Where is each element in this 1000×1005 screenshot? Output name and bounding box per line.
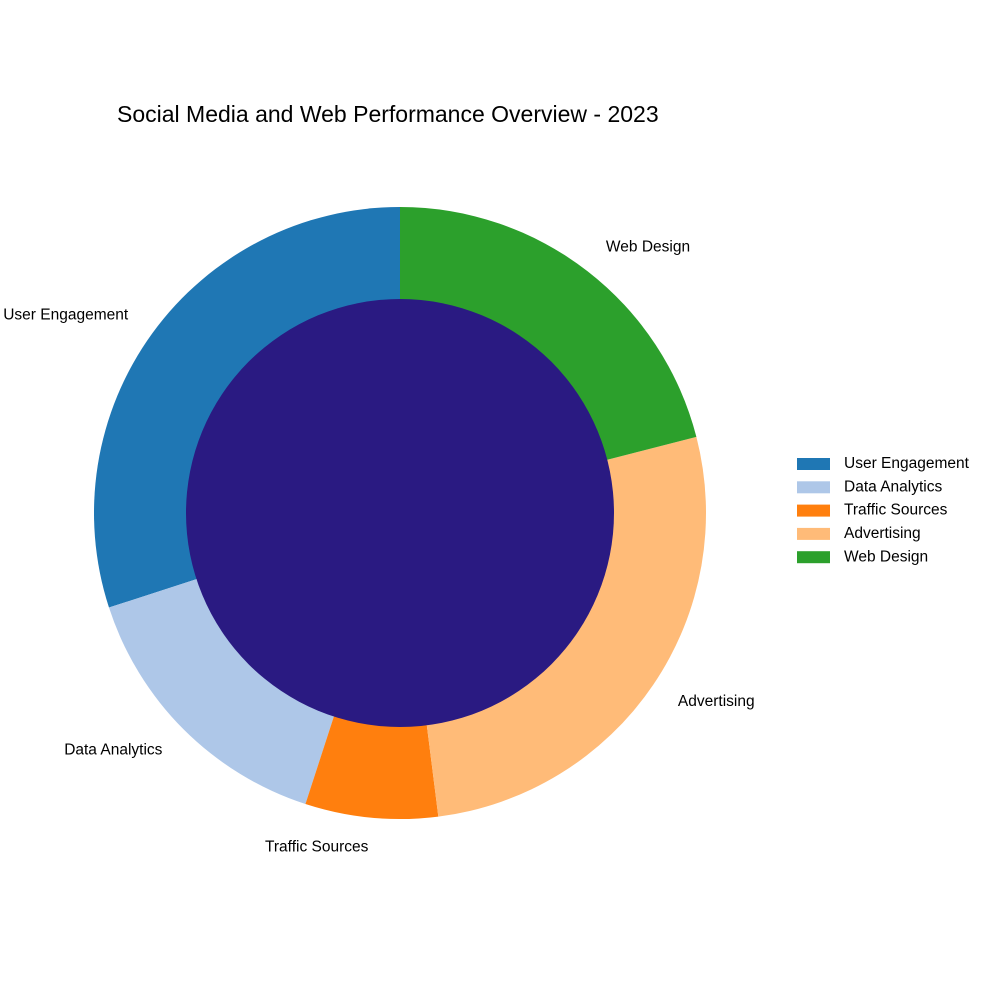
- legend: User Engagement Data Analytics Traffic Sou…: [797, 455, 970, 565]
- slice-label-data-analytics: Data Analytics: [64, 742, 162, 759]
- slice-label-user-engagement: User Engagement: [3, 307, 129, 324]
- legend-swatch-traffic-sources: [797, 504, 830, 517]
- donut-center: [186, 299, 614, 727]
- legend-label-web-design: Web Design: [844, 548, 928, 565]
- slice-labels: User Engagement Data Analytics Traffic Sou…: [3, 239, 754, 856]
- legend-label-user-engagement: User Engagement: [844, 455, 970, 472]
- legend-label-traffic-sources: Traffic Sources: [844, 502, 948, 519]
- chart-title: Social Media and Web Performance Overvie…: [117, 101, 659, 127]
- slice-label-advertising: Advertising: [678, 693, 755, 710]
- slice-label-web-design: Web Design: [606, 239, 690, 256]
- legend-label-advertising: Advertising: [844, 525, 921, 542]
- legend-swatch-advertising: [797, 527, 830, 540]
- legend-swatch-web-design: [797, 551, 830, 564]
- slice-label-traffic-sources: Traffic Sources: [265, 839, 369, 856]
- legend-swatch-data-analytics: [797, 481, 830, 494]
- legend-label-data-analytics: Data Analytics: [844, 478, 942, 495]
- legend-swatch-user-engagement: [797, 458, 830, 470]
